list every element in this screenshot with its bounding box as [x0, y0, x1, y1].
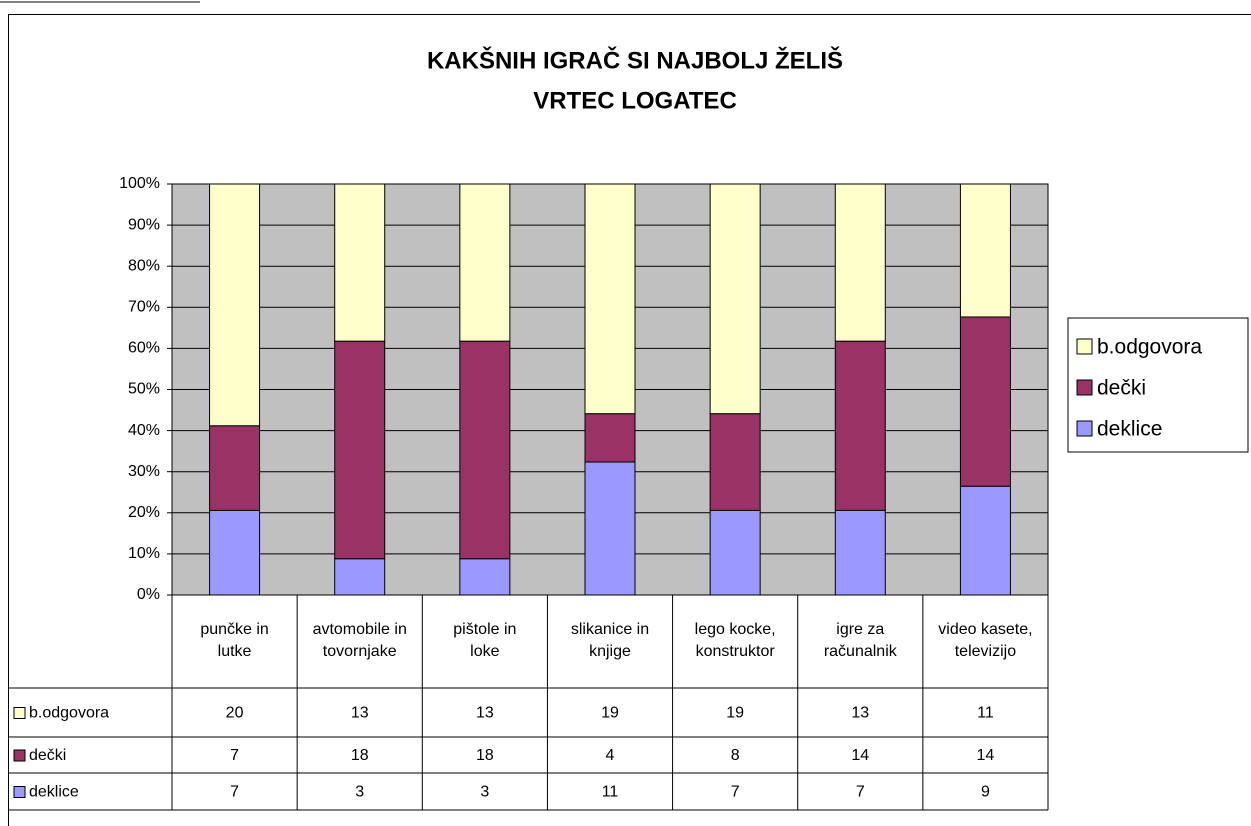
bar-segment	[334, 183, 386, 342]
legend-label: b.odgovora	[1097, 336, 1202, 359]
y-tick-label: 70%	[128, 299, 160, 316]
table-cell: 9	[981, 784, 990, 801]
legend-label: deklice	[1097, 418, 1162, 441]
y-tick-label: 10%	[128, 545, 160, 562]
bar-segment	[709, 183, 761, 415]
y-tick-label: 40%	[128, 422, 160, 439]
table-cell: 19	[601, 705, 619, 722]
bar-segment	[209, 183, 261, 427]
y-tick-label: 0%	[137, 586, 160, 603]
bar-segment	[709, 413, 761, 511]
bar-segment	[584, 461, 636, 596]
x-tick-label: pištole in loke	[453, 621, 517, 660]
table-cell: 7	[856, 784, 865, 801]
bar-segment	[459, 183, 511, 342]
bar-segment	[459, 340, 511, 560]
bar-segment	[334, 558, 386, 596]
y-tick-label: 80%	[128, 257, 160, 274]
x-tick-label: video kasete, televizijo	[938, 621, 1033, 660]
table-key	[13, 749, 26, 762]
legend-label: dečki	[1097, 377, 1146, 400]
chart-title: KAKŠNIH IGRAČ SI NAJBOLJ ŽELIŠ	[427, 46, 843, 74]
table-cell: 7	[230, 784, 239, 801]
bar-segment	[584, 183, 636, 415]
table-row-label: b.odgovora	[29, 705, 109, 722]
table-cell: 18	[476, 747, 494, 764]
bar-segment	[709, 509, 761, 596]
table-cell: 13	[351, 705, 369, 722]
chart-title: VRTEC LOGATEC	[533, 87, 737, 114]
y-tick-label: 20%	[128, 504, 160, 521]
bar-segment	[959, 183, 1011, 318]
bar-segment	[959, 316, 1011, 487]
x-tick-label: lego kocke, konstruktor	[694, 621, 776, 660]
table-cell: 13	[851, 705, 869, 722]
table-cell: 8	[731, 747, 740, 764]
table-cell: 11	[602, 784, 619, 801]
bar-segment	[209, 509, 261, 596]
table-cell: 3	[355, 784, 364, 801]
y-tick-label: 30%	[128, 463, 160, 480]
bar-segment	[584, 413, 636, 463]
table-cell: 7	[731, 784, 740, 801]
y-tick-label: 90%	[128, 216, 160, 233]
bar-segment	[459, 558, 511, 596]
y-tick-label: 50%	[128, 381, 160, 398]
legend-key	[1076, 379, 1093, 396]
bar-segment	[834, 183, 886, 342]
bar-segment	[834, 340, 886, 511]
table-cell: 7	[230, 747, 239, 764]
x-tick-label: avtomobile in tovornjake	[312, 621, 407, 660]
legend-key	[1076, 420, 1093, 437]
table-cell: 19	[726, 705, 744, 722]
table-cell: 3	[480, 784, 489, 801]
chart-frame	[8, 14, 1251, 826]
table-cell: 20	[226, 705, 244, 722]
table-cell: 4	[606, 747, 615, 764]
legend-box	[1067, 317, 1249, 453]
bar-segment	[959, 485, 1011, 596]
bar-segment	[209, 425, 261, 511]
bar-segment	[834, 509, 886, 596]
table-row-label: dečki	[29, 747, 66, 764]
bar-segment	[334, 340, 386, 560]
table-key	[13, 707, 26, 719]
table-cell: 11	[977, 705, 994, 722]
table-cell: 18	[351, 747, 369, 764]
table-key	[13, 786, 26, 798]
table-cell: 14	[851, 747, 869, 764]
y-tick-label: 100%	[119, 175, 160, 192]
table-cell: 14	[977, 747, 995, 764]
x-tick-label: slikanice in knjige	[570, 621, 650, 660]
table-row-label: deklice	[29, 784, 79, 801]
table-cell: 13	[476, 705, 494, 722]
x-tick-label: punčke in lutke	[200, 621, 269, 660]
legend-key	[1076, 338, 1093, 355]
y-tick-label: 60%	[128, 340, 160, 357]
x-tick-label: igre za računalnik	[823, 621, 897, 660]
